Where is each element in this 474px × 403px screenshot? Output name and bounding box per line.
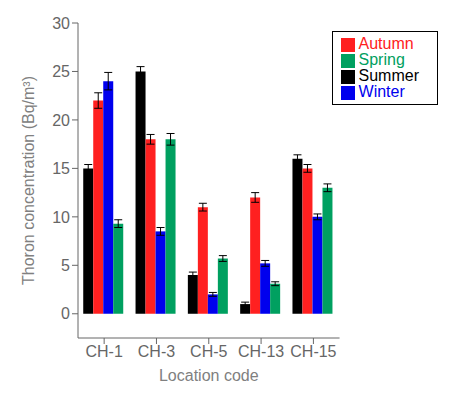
svg-text:CH-1: CH-1 [85, 343, 122, 360]
html-text:Spring: Spring [358, 51, 405, 68]
svg-text:CH-13: CH-13 [238, 343, 284, 360]
svg-text:CH-15: CH-15 [290, 343, 336, 360]
svg-text:Location code: Location code [159, 367, 259, 384]
svg-text:15: 15 [52, 160, 70, 177]
html-text:Autumn: Autumn [358, 35, 414, 52]
html-text:Summer: Summer [358, 67, 419, 84]
svg-text:5: 5 [61, 257, 70, 274]
svg-text:0: 0 [61, 305, 70, 322]
svg-text:20: 20 [52, 112, 70, 129]
html-text:Winter: Winter [358, 83, 405, 100]
svg-text:CH-3: CH-3 [138, 343, 175, 360]
svg-text:30: 30 [52, 15, 70, 32]
svg-text:10: 10 [52, 209, 70, 226]
svg-text:Thoron concentration (Bq/m³): Thoron concentration (Bq/m³) [20, 76, 37, 285]
svg-text:25: 25 [52, 63, 70, 80]
svg-text:CH-5: CH-5 [190, 343, 227, 360]
